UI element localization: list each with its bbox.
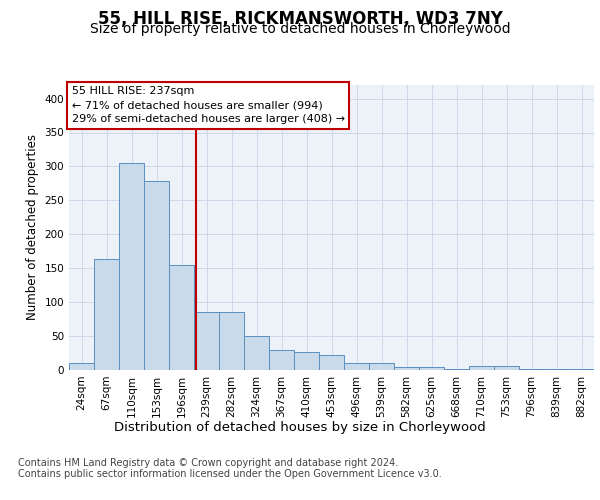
Bar — [144, 182, 169, 370]
Text: Contains HM Land Registry data © Crown copyright and database right 2024.: Contains HM Land Registry data © Crown c… — [18, 458, 398, 468]
Bar — [569, 368, 594, 370]
Bar — [444, 368, 469, 370]
Bar — [219, 312, 244, 370]
Bar — [94, 260, 119, 370]
Bar — [69, 363, 94, 370]
Bar — [369, 363, 394, 370]
Bar — [294, 352, 319, 370]
Bar — [469, 366, 494, 370]
Bar — [344, 362, 369, 370]
Text: Size of property relative to detached houses in Chorleywood: Size of property relative to detached ho… — [89, 22, 511, 36]
Bar — [319, 355, 344, 370]
Y-axis label: Number of detached properties: Number of detached properties — [26, 134, 39, 320]
Bar — [194, 312, 219, 370]
Bar — [494, 366, 519, 370]
Text: Contains public sector information licensed under the Open Government Licence v3: Contains public sector information licen… — [18, 469, 442, 479]
Bar — [244, 336, 269, 370]
Bar — [519, 368, 544, 370]
Text: 55 HILL RISE: 237sqm
← 71% of detached houses are smaller (994)
29% of semi-deta: 55 HILL RISE: 237sqm ← 71% of detached h… — [71, 86, 345, 124]
Bar — [119, 163, 144, 370]
Bar — [394, 366, 419, 370]
Text: Distribution of detached houses by size in Chorleywood: Distribution of detached houses by size … — [114, 421, 486, 434]
Text: 55, HILL RISE, RICKMANSWORTH, WD3 7NY: 55, HILL RISE, RICKMANSWORTH, WD3 7NY — [98, 10, 502, 28]
Bar — [269, 350, 294, 370]
Bar — [169, 265, 194, 370]
Bar — [544, 368, 569, 370]
Bar — [419, 366, 444, 370]
